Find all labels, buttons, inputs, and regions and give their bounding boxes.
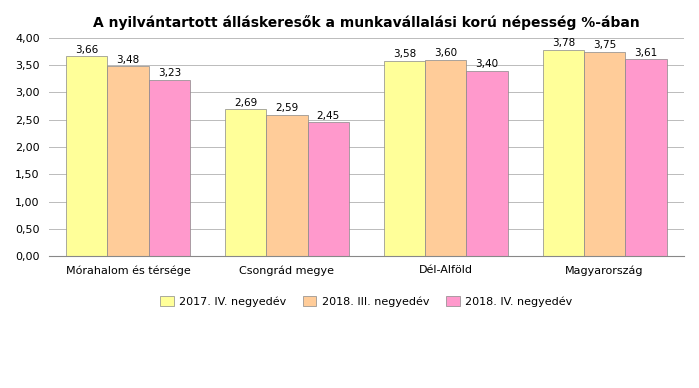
Bar: [625, 59, 667, 256]
Bar: [425, 60, 466, 256]
Title: A nyilvántartott álláskeresők a munkavállalási korú népesség %-ában: A nyilvántartott álláskeresők a munkavál…: [93, 15, 640, 30]
Text: 2,59: 2,59: [275, 103, 298, 113]
Text: 3,66: 3,66: [75, 45, 99, 55]
Bar: [308, 123, 349, 256]
Text: 3,78: 3,78: [552, 38, 575, 48]
Bar: [225, 109, 266, 256]
Bar: [66, 57, 108, 256]
Text: 3,23: 3,23: [158, 68, 181, 78]
Text: 3,61: 3,61: [634, 48, 658, 57]
Bar: [149, 80, 190, 256]
Text: 3,40: 3,40: [475, 59, 498, 69]
Bar: [466, 71, 507, 256]
Bar: [384, 61, 425, 256]
Bar: [542, 50, 584, 256]
Text: 3,48: 3,48: [117, 55, 140, 65]
Legend: 2017. IV. negyedév, 2018. III. negyedév, 2018. IV. negyedév: 2017. IV. negyedév, 2018. III. negyedév,…: [156, 292, 577, 312]
Text: 2,69: 2,69: [234, 98, 257, 108]
Bar: [266, 115, 308, 256]
Bar: [584, 52, 625, 256]
Text: 3,60: 3,60: [434, 48, 457, 58]
Text: 2,45: 2,45: [317, 111, 340, 121]
Text: 3,75: 3,75: [593, 40, 617, 50]
Text: 3,58: 3,58: [393, 49, 416, 59]
Bar: [108, 66, 149, 256]
